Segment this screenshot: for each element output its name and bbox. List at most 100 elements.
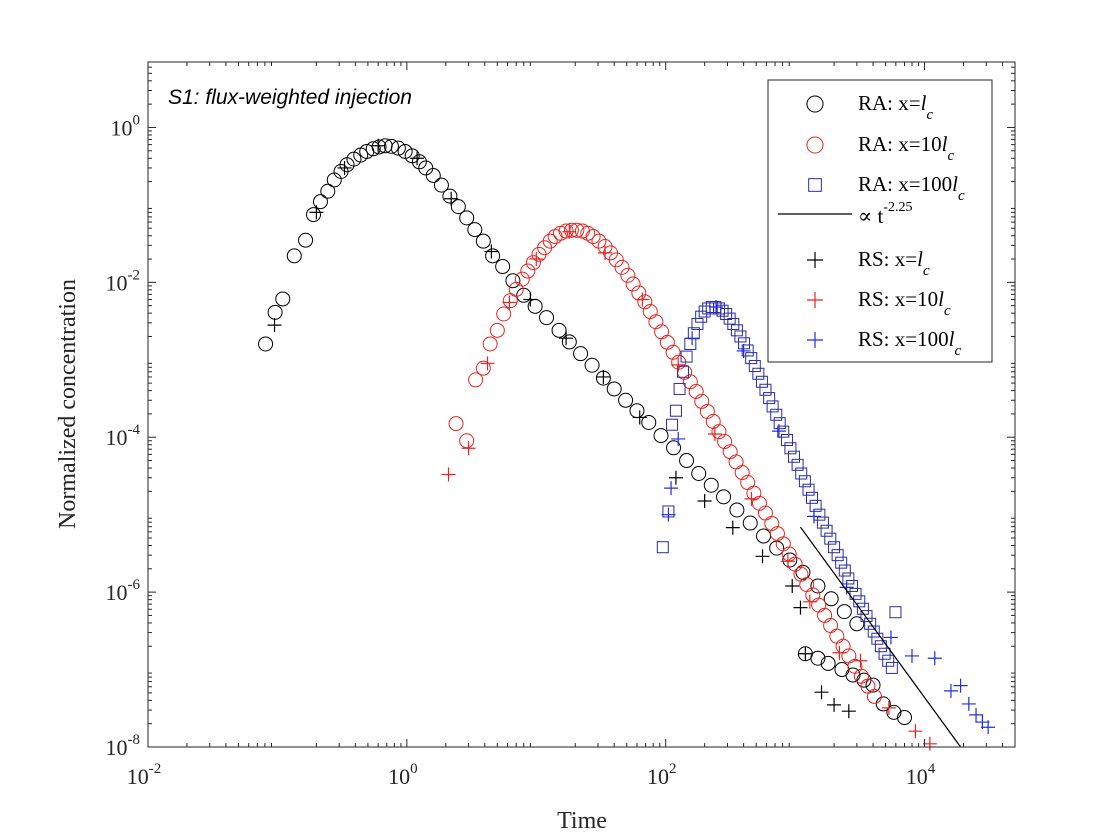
data-point <box>591 233 607 249</box>
data-point <box>791 458 804 471</box>
data-point <box>694 393 710 409</box>
legend-marker-swatch <box>806 331 824 349</box>
data-point <box>709 300 724 315</box>
legend-label: RA: x=100lc <box>858 172 965 204</box>
data-point <box>475 233 491 249</box>
data-point <box>441 467 456 482</box>
data-point <box>620 267 636 283</box>
data-point <box>707 427 722 442</box>
data-point <box>727 317 740 330</box>
data-point <box>608 252 624 268</box>
series-6 <box>661 300 996 735</box>
legend-entry-2: RA: x=10lc <box>806 132 954 164</box>
data-point <box>875 696 891 712</box>
data-point <box>529 252 544 267</box>
data-point <box>659 334 675 350</box>
data-point <box>853 653 868 668</box>
data-point <box>841 704 856 719</box>
data-point <box>849 587 862 600</box>
data-point <box>885 661 898 674</box>
data-point <box>573 346 589 362</box>
legend-marker-swatch <box>806 136 824 154</box>
data-point <box>864 617 877 630</box>
data-point <box>539 310 555 326</box>
data-point <box>867 625 880 638</box>
data-point <box>865 677 881 693</box>
data-point <box>832 645 847 660</box>
data-point <box>691 317 704 330</box>
data-point <box>795 564 811 580</box>
data-point <box>666 418 679 431</box>
data-point <box>598 245 613 260</box>
series-5 <box>441 224 937 751</box>
data-point <box>720 308 733 321</box>
data-point <box>642 304 658 320</box>
legend-entry-3: RA: x=100lc <box>808 172 965 204</box>
data-point <box>703 477 719 493</box>
data-point <box>823 591 839 607</box>
data-point <box>780 554 795 569</box>
data-point <box>371 139 387 155</box>
data-point <box>461 441 476 456</box>
data-point <box>309 205 324 220</box>
data-point <box>824 532 837 545</box>
data-point <box>641 414 657 430</box>
data-point <box>337 160 352 175</box>
data-point <box>981 720 996 735</box>
data-point <box>764 515 780 531</box>
data-point <box>614 259 630 275</box>
data-point <box>828 541 841 554</box>
data-point <box>625 276 641 292</box>
data-point <box>468 372 484 388</box>
data-point <box>676 365 689 378</box>
data-point <box>425 167 441 183</box>
data-point <box>679 453 695 469</box>
y-axis-label: Normalized concentration <box>55 279 81 529</box>
data-point <box>305 207 321 223</box>
data-point <box>680 350 693 363</box>
data-point <box>809 499 822 512</box>
data-point <box>688 383 704 399</box>
data-point <box>886 704 902 720</box>
data-point <box>889 606 902 619</box>
legend-entry-7: RS: x=100lc <box>806 327 961 359</box>
legend-entry-6: RS: x=10lc <box>806 287 951 319</box>
data-point <box>671 357 686 372</box>
data-point <box>665 344 681 360</box>
data-point <box>798 475 811 488</box>
legend: RA: x=lc RA: x=10lc RA: x=100lc∝ t-2.25 RS:… <box>767 79 993 363</box>
legend-marker-swatch <box>806 95 824 113</box>
legend-box <box>767 79 993 363</box>
data-point <box>298 232 314 248</box>
data-point <box>559 331 574 346</box>
data-point <box>745 352 758 365</box>
data-point <box>943 683 958 698</box>
data-point <box>656 541 669 554</box>
y-tick-label: 100 <box>111 112 141 140</box>
data-point <box>748 360 761 373</box>
y-tick-label: 10-4 <box>106 422 141 450</box>
data-point <box>820 524 833 537</box>
legend-entry-1: RA: x=lc <box>806 91 933 123</box>
data-point <box>596 369 611 384</box>
data-point <box>635 292 650 307</box>
data-point <box>520 263 536 279</box>
data-point <box>637 294 653 310</box>
data-point <box>671 431 686 446</box>
data-point <box>838 564 851 577</box>
data-point <box>785 578 800 593</box>
data-point <box>927 651 942 666</box>
annotation-text: S1: flux-weighted injection <box>168 86 412 109</box>
data-point <box>562 224 577 239</box>
legend-entry-5: RS: x=lc <box>806 247 930 279</box>
data-point <box>390 140 406 156</box>
y-tick-label: 10-8 <box>106 732 141 760</box>
data-point <box>558 223 574 239</box>
data-point <box>816 516 829 529</box>
data-point <box>267 318 282 333</box>
data-point <box>807 509 822 524</box>
data-point <box>561 334 577 350</box>
data-point <box>805 491 818 504</box>
data-point <box>766 400 779 413</box>
